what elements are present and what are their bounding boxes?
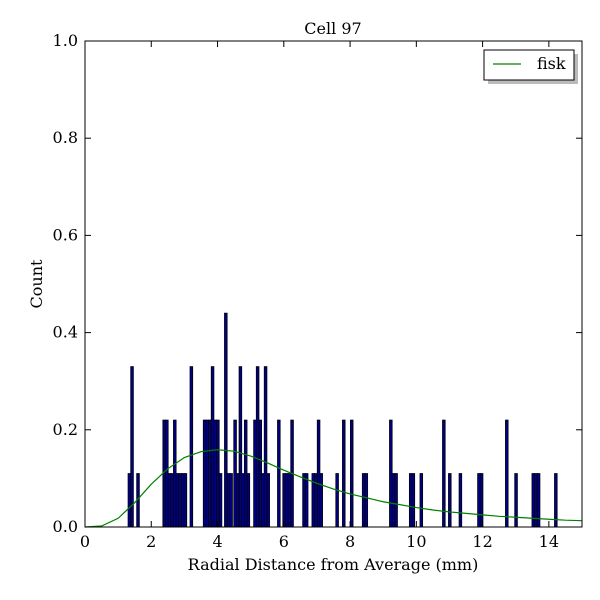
y-tick-label: 0.8	[53, 128, 78, 147]
legend-label: fisk	[537, 54, 566, 73]
histogram-bar	[130, 366, 134, 528]
plot-frame	[84, 40, 583, 528]
legend-box	[483, 49, 575, 81]
histogram-bar	[342, 419, 346, 528]
histogram-bar	[246, 473, 251, 528]
histogram-bar	[229, 473, 233, 528]
histogram-bar	[458, 473, 463, 528]
x-tick-label: 12	[472, 532, 492, 551]
x-tick-label: 6	[279, 532, 289, 551]
x-tick-label: 4	[212, 532, 222, 551]
histogram-bar	[266, 473, 270, 528]
y-tick-label: 1.0	[53, 31, 78, 50]
x-axis-label: Radial Distance from Average (mm)	[188, 555, 479, 574]
x-tick-label: 14	[539, 532, 559, 551]
y-tick-label: 0.6	[53, 225, 78, 244]
plot-area	[84, 40, 583, 528]
x-tick-label: 10	[406, 532, 426, 551]
y-tick-label: 0.2	[53, 420, 78, 439]
x-tick-label: 8	[345, 532, 355, 551]
histogram-bar	[349, 419, 354, 528]
histogram-bar	[319, 473, 323, 528]
histogram-bar	[411, 473, 416, 528]
x-tick-label: 2	[146, 532, 156, 551]
histogram-bar	[277, 419, 281, 528]
fisk-curve	[84, 449, 583, 528]
histogram-bar	[394, 473, 398, 528]
x-tick-labels: 0 2 4 6 8 10 12 14	[80, 532, 559, 551]
histogram-bar	[364, 473, 369, 528]
chart-title: Cell 97	[304, 19, 361, 38]
axis-ticks	[84, 40, 582, 528]
histogram-bar	[189, 366, 194, 528]
x-tick-label: 0	[80, 532, 90, 551]
y-tick-label: 0.0	[53, 517, 78, 536]
y-tick-label: 0.4	[53, 323, 78, 342]
histogram-bar	[448, 473, 452, 528]
histogram-bar	[419, 473, 424, 528]
histogram-bar	[218, 473, 223, 528]
histogram-bar	[304, 473, 309, 528]
y-axis-label: Count	[27, 259, 46, 308]
histogram-bar	[479, 473, 484, 528]
legend: fisk	[483, 49, 578, 84]
y-tick-labels: 0.0 0.2 0.4 0.6 0.8 1.0	[53, 31, 78, 536]
histogram-bar	[514, 473, 518, 528]
histogram-bar	[335, 473, 339, 528]
histogram-bar	[183, 473, 188, 528]
histogram-bar	[505, 419, 509, 528]
